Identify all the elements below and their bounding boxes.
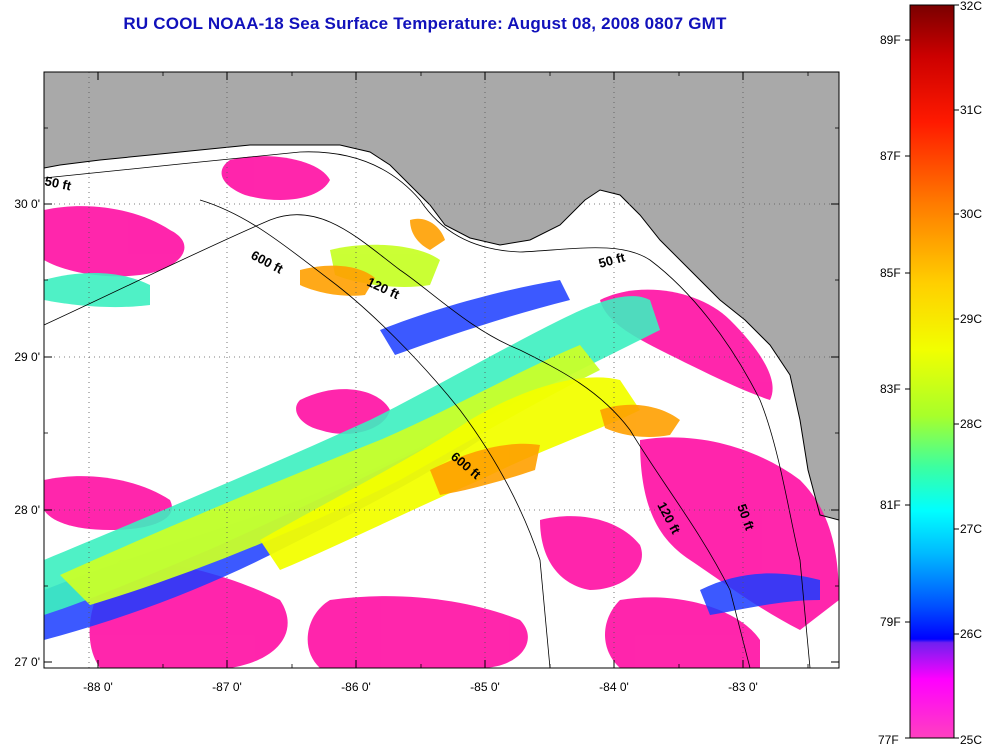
coastline [44,144,839,521]
lon-tick-label: -83 0' [728,680,758,694]
colorbar-f-label: 85F [880,266,901,280]
depth-label: 50 ft [597,249,627,271]
lat-tick-label: 28 0' [14,503,40,517]
colorbar-c-label: 27C [960,522,982,536]
lon-tick-label: -86 0' [341,680,371,694]
land-mass [44,72,839,520]
depth-contour-50ft [44,151,811,668]
colorbar-f-label: 83F [880,382,901,396]
lat-tick-label: 30 0' [14,197,40,211]
colorbar-f-label: 81F [880,498,901,512]
colorbar: 89F 87F 85F 83F 81F 79F 77F 32C 31C 30C … [878,0,982,747]
lon-tick-label: -84 0' [599,680,629,694]
colorbar-c-label: 26C [960,627,982,641]
depth-contour-120ft [44,214,751,668]
colorbar-f-label: 79F [880,615,901,629]
colorbar-c-label: 25C [960,733,982,747]
depth-label: 50 ft [43,173,73,193]
colorbar-c-label: 30C [960,207,982,221]
colorbar-c-label: 32C [960,0,982,13]
colorbar-f-label: 77F [878,733,899,747]
colorbar-f-label: 87F [880,149,901,163]
depth-contour-600ft [199,199,551,668]
lon-tick-label: -85 0' [470,680,500,694]
colorbar-c-label: 31C [960,103,982,117]
lon-tick-label: -87 0' [212,680,242,694]
colorbar-f-label: 89F [880,33,901,47]
colorbar-c-label: 29C [960,312,982,326]
lon-tick-label: -88 0' [83,680,113,694]
lat-tick-label: 27 0' [14,655,40,669]
colorbar-c-label: 28C [960,417,982,431]
map-title: RU COOL NOAA-18 Sea Surface Temperature:… [123,14,727,33]
lat-tick-label: 29 0' [14,350,40,364]
